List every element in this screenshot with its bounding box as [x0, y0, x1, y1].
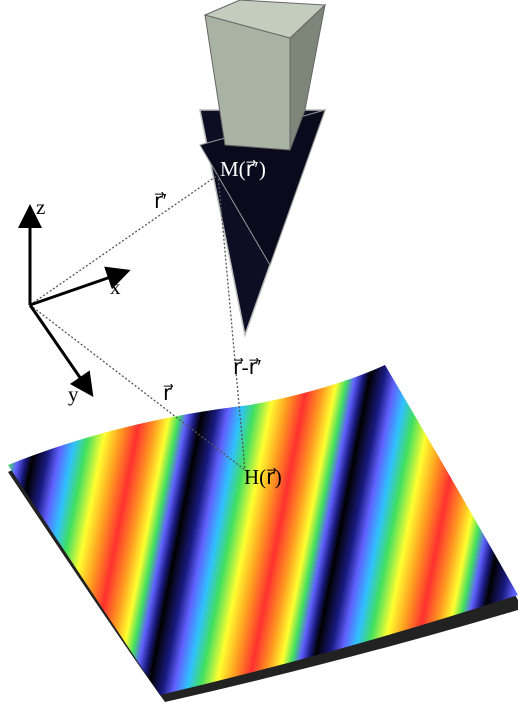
z-label: z — [36, 195, 45, 219]
y-axis — [30, 305, 90, 392]
r-label: r⃗ — [163, 381, 174, 405]
sample-label: H(r⃗) — [244, 465, 282, 489]
r-prime-label: r⃗′ — [154, 189, 167, 213]
x-label: x — [110, 275, 121, 299]
y-label: y — [68, 382, 79, 406]
tip-label: M(r⃗′) — [220, 157, 266, 181]
vector-r-prime — [30, 175, 218, 305]
axes — [30, 210, 125, 392]
r-diff-label: r⃗-r⃗′ — [233, 355, 262, 379]
sample-surface — [8, 365, 518, 695]
diagram: z x y r⃗′ r⃗ r⃗-r⃗′ M(r⃗′) H(r⃗) — [0, 0, 520, 711]
